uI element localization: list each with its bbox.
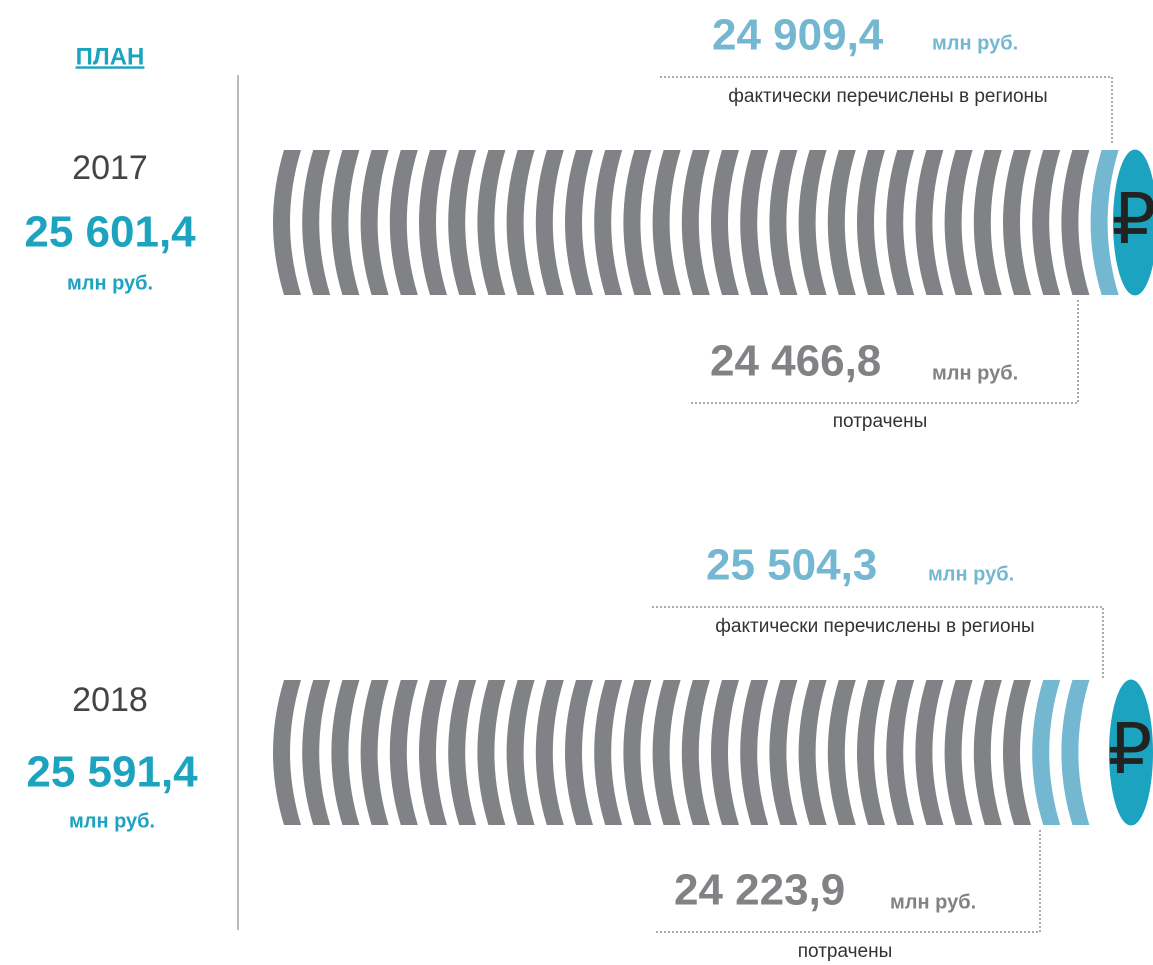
- infographic: ПЛАН ₽₽ 2017 25 601,4 млн руб. 24 909,4 …: [0, 0, 1153, 965]
- transferred-label: фактически перечислены в регионы: [715, 616, 1034, 637]
- coin: [769, 680, 797, 825]
- coin: [477, 150, 505, 295]
- coin: [828, 680, 856, 825]
- coin: [1061, 150, 1089, 295]
- coin: [857, 680, 885, 825]
- coin: [1061, 680, 1089, 825]
- coin: [915, 680, 943, 825]
- coin: [477, 680, 505, 825]
- coin: [536, 680, 564, 825]
- coin: [419, 150, 447, 295]
- spent-label: потрачены: [833, 411, 927, 432]
- plan-value: 25 601,4: [24, 208, 196, 257]
- coin: [623, 680, 651, 825]
- coin: [448, 680, 476, 825]
- spent-label: потрачены: [798, 941, 892, 962]
- coin: [331, 680, 359, 825]
- coin: [594, 680, 622, 825]
- year: 2017: [72, 149, 148, 187]
- coin: [974, 150, 1002, 295]
- coin: [565, 150, 593, 295]
- coin: [594, 150, 622, 295]
- coin: [507, 680, 535, 825]
- spent-value: 24 466,8: [710, 337, 881, 386]
- coin: [623, 150, 651, 295]
- ruble-icon: ₽: [1108, 710, 1153, 788]
- coin: [1003, 150, 1031, 295]
- coin: [448, 150, 476, 295]
- coin: [915, 150, 943, 295]
- coin: [653, 150, 681, 295]
- coin: [507, 150, 535, 295]
- coin: [1003, 680, 1031, 825]
- spent-unit: млн руб.: [932, 362, 1018, 384]
- coin: [711, 150, 739, 295]
- coin: [740, 680, 768, 825]
- coin: [828, 150, 856, 295]
- coin-stacks: ₽₽: [273, 150, 1153, 826]
- coin: [886, 150, 914, 295]
- coin: [682, 150, 710, 295]
- coin: [857, 150, 885, 295]
- transferred-unit: млн руб.: [928, 563, 1014, 585]
- coin: [740, 150, 768, 295]
- coin: [945, 150, 973, 295]
- coin: [390, 150, 418, 295]
- year: 2018: [72, 681, 148, 719]
- coin: [974, 680, 1002, 825]
- coin: [273, 680, 301, 825]
- coin: [799, 680, 827, 825]
- coin: [331, 150, 359, 295]
- coin: [302, 150, 330, 295]
- ruble-icon: ₽: [1112, 180, 1153, 258]
- coin: [1032, 150, 1060, 295]
- coin: [769, 150, 797, 295]
- coin: [361, 680, 389, 825]
- coin: [711, 680, 739, 825]
- spent-unit: млн руб.: [890, 891, 976, 913]
- coin: [302, 680, 330, 825]
- plan-value: 25 591,4: [26, 748, 198, 797]
- coin: [273, 150, 301, 295]
- transferred-label: фактически перечислены в регионы: [728, 86, 1047, 107]
- transferred-value: 24 909,4: [712, 11, 884, 60]
- coin: [886, 680, 914, 825]
- coin: [565, 680, 593, 825]
- title: ПЛАН: [76, 43, 145, 70]
- coin: [361, 150, 389, 295]
- plan-unit: млн руб.: [67, 272, 153, 294]
- coin: [1032, 680, 1060, 825]
- coin: [536, 150, 564, 295]
- plan-unit: млн руб.: [69, 810, 155, 832]
- coin: [945, 680, 973, 825]
- spent-value: 24 223,9: [674, 866, 845, 915]
- transferred-unit: млн руб.: [932, 32, 1018, 54]
- coin: [390, 680, 418, 825]
- transferred-value: 25 504,3: [706, 541, 877, 590]
- coin: [653, 680, 681, 825]
- coin: [419, 680, 447, 825]
- coin: [799, 150, 827, 295]
- coin: [682, 680, 710, 825]
